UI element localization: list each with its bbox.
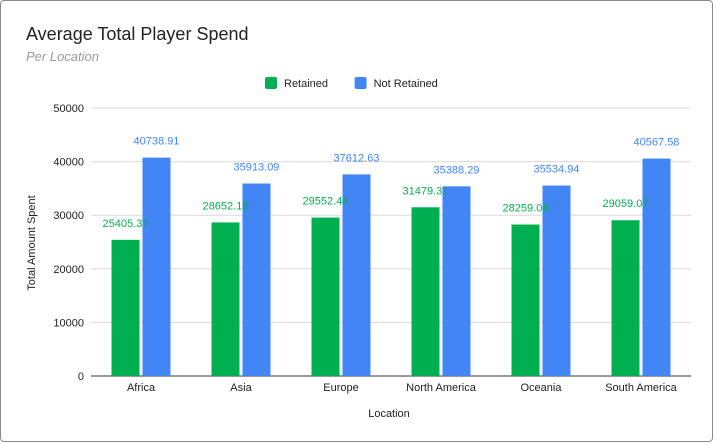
bar-not-retained: [342, 174, 371, 376]
x-axis-ticks: Africa Asia Europe North America Oceania Sout…: [127, 382, 678, 394]
y-axis-label: Total Amount Spent: [26, 195, 38, 290]
x-axis-label: Location: [368, 408, 410, 420]
x-tick-label: Africa: [127, 382, 156, 394]
legend-swatch: [265, 77, 277, 89]
data-label: 40567.58: [634, 137, 680, 149]
data-label: 29059.07: [603, 198, 649, 210]
x-tick-label: Asia: [230, 382, 252, 394]
bar-not-retained: [442, 186, 471, 376]
data-label: 28652.18: [203, 200, 249, 212]
data-label: 35913.09: [234, 162, 280, 174]
bar-retained: [511, 224, 540, 376]
bar-retained: [111, 239, 140, 376]
y-tick-label: 50000: [53, 103, 84, 115]
bar-retained: [311, 217, 340, 376]
bar-not-retained: [642, 158, 671, 376]
data-label: 31479.31: [403, 185, 449, 197]
y-axis-ticks: 0 10000 20000 30000 40000 50000: [53, 103, 84, 383]
data-label: 35534.94: [534, 164, 580, 176]
y-tick-label: 20000: [53, 264, 84, 276]
y-tick-label: 30000: [53, 210, 84, 222]
bar-not-retained: [142, 157, 171, 376]
bar-not-retained: [542, 185, 571, 376]
x-tick-label: Europe: [323, 382, 358, 394]
data-label: 40738.91: [134, 136, 180, 148]
bar-retained: [411, 207, 440, 376]
data-label: 29552.46: [303, 196, 349, 208]
legend-label: Retained: [284, 78, 328, 90]
x-tick-label: South America: [605, 382, 677, 394]
data-label: 37612.63: [334, 152, 380, 164]
x-tick-label: North America: [406, 382, 477, 394]
legend: Retained Not Retained: [265, 77, 438, 90]
x-tick-label: Oceania: [521, 382, 563, 394]
bar-retained: [211, 222, 240, 376]
y-tick-label: 40000: [53, 157, 84, 169]
data-labels: 25405.37 40738.91 28652.18 35913.09 29552.46…: [103, 136, 680, 230]
data-label: 25405.37: [103, 218, 149, 230]
chart-title: Average Total Player Spend: [26, 24, 249, 44]
y-tick-label: 10000: [53, 317, 84, 329]
chart-subtitle: Per Location: [26, 49, 99, 64]
bar-not-retained: [242, 183, 271, 376]
legend-swatch: [354, 77, 367, 89]
data-label: 35388.29: [434, 164, 480, 176]
bar-retained: [611, 220, 640, 376]
bars: [111, 157, 671, 376]
legend-label: Not Retained: [374, 78, 438, 90]
data-label: 28259.04: [503, 203, 549, 215]
y-tick-label: 0: [78, 371, 84, 383]
gridlines: [91, 107, 691, 377]
